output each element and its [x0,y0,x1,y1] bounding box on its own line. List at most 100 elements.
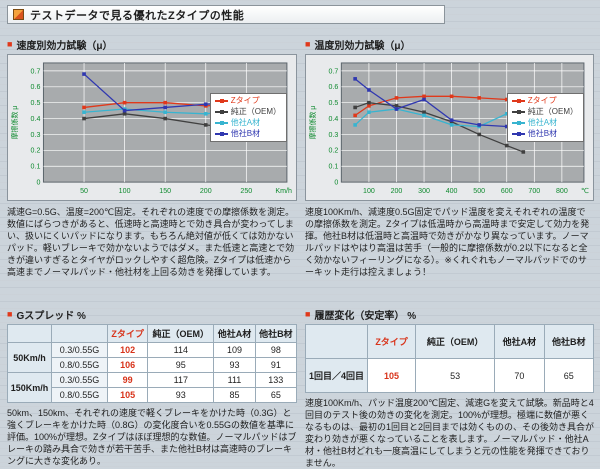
table-cell: 133 [254,372,298,388]
svg-text:摩擦係数 μ: 摩擦係数 μ [308,106,317,140]
legend-line-swatch [511,131,525,136]
svg-text:0.1: 0.1 [329,164,339,171]
table-cell: 53 [415,358,496,393]
svg-text:0: 0 [334,180,338,187]
legend-label: Zタイプ [527,96,557,105]
g-label: 0.8/0.55G [51,357,108,373]
table-header-row: Zタイプ 純正（OEM） 他社A材 他社B材 [305,324,595,359]
svg-text:400: 400 [446,188,458,195]
table-corner [7,324,52,343]
stability-title-text: 履歴変化（安定率） % [314,311,417,322]
svg-text:0.6: 0.6 [31,84,41,91]
table-cell: 111 [213,372,256,388]
g-label: 0.8/0.55G [51,387,108,403]
g-spread-title-text: Gスプレッド % [16,311,86,322]
column-header-b: 他社B材 [543,324,595,359]
speed-section: 速度別効力試験（μ） 0.1 0.2 0.3 0.4 0.5 0.6 0.7 0 50 100 15… [7,38,298,466]
svg-text:0.2: 0.2 [329,148,339,155]
table-row: 0.8/0.55G 105 93 85 65 [8,387,298,403]
table-cell: 91 [254,357,298,373]
svg-text:0.5: 0.5 [329,100,339,107]
legend-item: 純正（OEM） [214,107,281,116]
column-header-ztype: Zタイプ [366,324,417,359]
legend-label: 純正（OEM） [230,107,281,116]
table-cell: 109 [213,342,256,358]
svg-text:0.2: 0.2 [31,148,41,155]
table-cell: 105 [366,358,417,393]
red-square-bullet-icon [305,309,310,320]
speed-label: 50Km/h [7,342,52,373]
legend-label: 他社B材 [527,129,558,138]
svg-text:200: 200 [391,188,403,195]
svg-text:Km/h: Km/h [275,188,292,195]
svg-text:0.1: 0.1 [31,164,41,171]
column-header-a: 他社A材 [494,324,545,359]
table-cell: 117 [147,372,215,388]
table-cell: 93 [147,387,215,403]
legend-line-swatch [214,120,228,125]
column-header-a: 他社A材 [213,324,256,343]
table-row: 50Km/h 0.3/0.55G 102 114 109 98 [7,342,298,373]
temp-section-title-text: 温度別効力試験（μ） [314,41,411,52]
g-spread-table: Zタイプ 純正（OEM） 他社A材 他社B材 50Km/h 0.3/0.55G … [7,324,298,403]
legend-line-swatch [511,98,525,103]
legend-line-swatch [214,131,228,136]
legend-label: 他社A材 [527,118,558,127]
stability-table: Zタイプ 純正（OEM） 他社A材 他社B材 1回目／4回目 105 53 70… [305,324,595,393]
svg-text:100: 100 [363,188,375,195]
table-row: 150Km/h 0.3/0.55G 99 117 111 133 [7,372,298,403]
table-cell: 65 [543,358,595,393]
g-spread-title: Gスプレッド % [7,308,297,322]
svg-text:0.3: 0.3 [329,132,339,139]
svg-text:600: 600 [501,188,513,195]
svg-text:摩擦係数 μ: 摩擦係数 μ [10,106,19,140]
svg-text:200: 200 [200,188,212,195]
speed-label: 150Km/h [7,372,52,403]
red-square-bullet-icon [305,39,310,50]
temp-chart: 0.1 0.2 0.3 0.4 0.5 0.6 0.7 0 100 200 300 400 500 600… [305,54,594,201]
legend-item: 他社B材 [214,129,281,138]
legend-line-swatch [214,109,228,114]
svg-text:0.4: 0.4 [31,116,41,123]
g-spread-note: 50km、150km、それぞれの速度で軽くブレーキをかけた時（0.3G）と強くブ… [7,408,297,467]
svg-text:100: 100 [119,188,131,195]
table-cell: 98 [254,342,298,358]
svg-text:700: 700 [528,188,540,195]
legend-label: 他社B材 [230,129,261,138]
svg-text:0: 0 [36,180,40,187]
stability-note: 速度100Km/h、パッド温度200℃固定、減速Gを変えて試験。新品時と4回目の… [305,398,595,469]
temp-chart-legend: Zタイプ純正（OEM） 他社A材他社B材 [506,93,584,142]
table-cell: 93 [213,357,256,373]
g-label: 0.3/0.55G [51,342,108,358]
row-label: 1回目／4回目 [305,358,368,393]
speed-section-title: 速度別効力試験（μ） [7,38,297,52]
svg-text:50: 50 [80,188,88,195]
legend-label: Zタイプ [230,96,260,105]
column-header-ztype: Zタイプ [106,324,149,343]
column-header-b: 他社B材 [254,324,298,343]
legend-line-swatch [511,120,525,125]
legend-label: 純正（OEM） [527,107,578,116]
legend-item: Zタイプ [511,96,578,105]
table-cell: 102 [106,342,149,358]
svg-text:150: 150 [159,188,171,195]
table-cell: 65 [254,387,298,403]
page-header: テストデータで見る優れたZタイプの性能 [7,5,445,24]
table-cell: 70 [494,358,545,393]
table-cell: 114 [147,342,215,358]
legend-item: 他社A材 [214,119,281,127]
table-row: 1回目／4回目 105 53 70 65 [305,358,595,393]
svg-text:500: 500 [473,188,485,195]
table-cell: 95 [147,357,215,373]
legend-item: 純正（OEM） [511,107,578,116]
speed-description: 減速G=0.5G、温度=200℃固定。それぞれの速度での摩擦係数を測定。数値にば… [7,207,295,278]
table-header-row: Zタイプ 純正（OEM） 他社A材 他社B材 [7,324,298,343]
legend-line-swatch [511,109,525,114]
table-cell: 105 [106,387,149,403]
table-corner [51,324,108,343]
svg-text:0.3: 0.3 [31,132,41,139]
svg-text:800: 800 [556,188,568,195]
svg-text:300: 300 [418,188,430,195]
speed-section-title-text: 速度別効力試験（μ） [16,41,113,52]
stability-block: 履歴変化（安定率） % Zタイプ 純正（OEM） 他社A材 他社B材 1回目／4… [305,308,594,469]
